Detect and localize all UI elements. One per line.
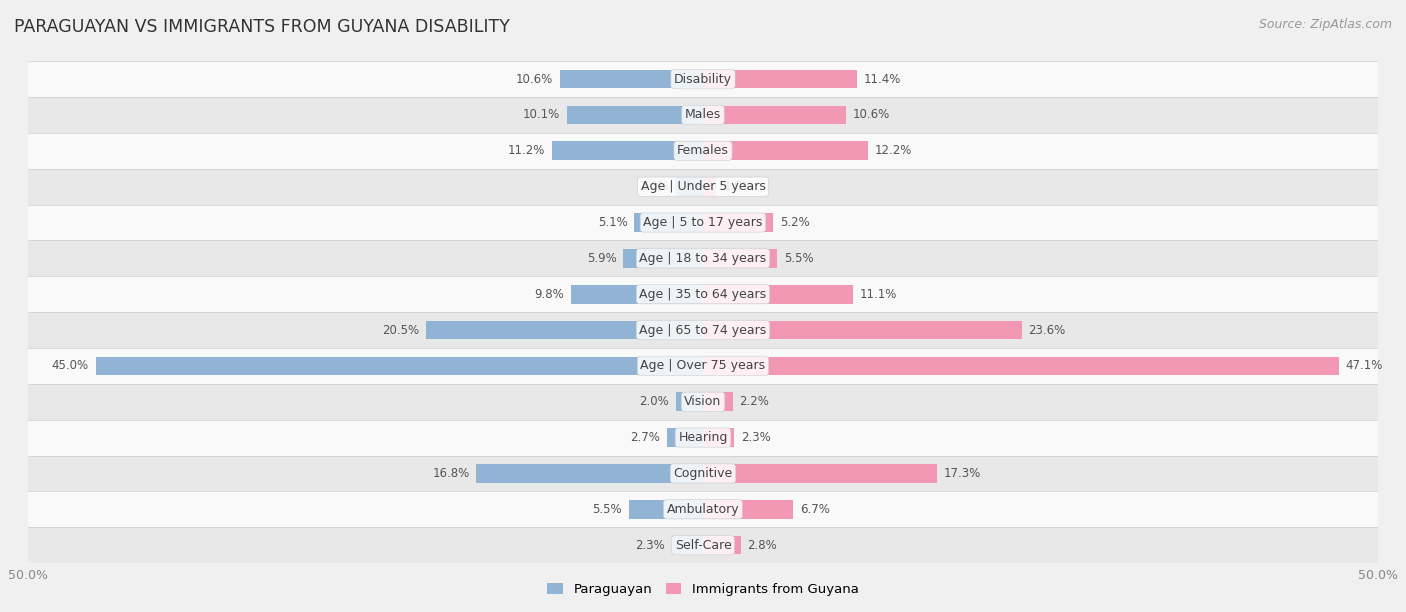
Bar [703, 321, 1022, 340]
Bar [560, 70, 703, 89]
Text: Age | 5 to 17 years: Age | 5 to 17 years [644, 216, 762, 229]
Text: 16.8%: 16.8% [432, 467, 470, 480]
Bar [703, 177, 717, 196]
Text: Disability: Disability [673, 73, 733, 86]
Bar [703, 285, 853, 304]
Bar [676, 392, 703, 411]
Bar [703, 70, 856, 89]
Bar [28, 61, 1378, 97]
Text: Hearing: Hearing [678, 431, 728, 444]
Text: 2.0%: 2.0% [640, 180, 669, 193]
Bar [634, 213, 703, 232]
Text: 45.0%: 45.0% [52, 359, 89, 372]
Bar [28, 97, 1378, 133]
Bar [28, 420, 1378, 455]
Bar [477, 464, 703, 483]
Text: 17.3%: 17.3% [943, 467, 980, 480]
Text: 11.2%: 11.2% [508, 144, 546, 157]
Text: 47.1%: 47.1% [1346, 359, 1384, 372]
Bar [28, 384, 1378, 420]
Text: Age | 65 to 74 years: Age | 65 to 74 years [640, 324, 766, 337]
Text: 1.0%: 1.0% [723, 180, 754, 193]
Text: Females: Females [678, 144, 728, 157]
Bar [28, 527, 1378, 563]
Text: Self-Care: Self-Care [675, 539, 731, 551]
Bar [676, 177, 703, 196]
Bar [426, 321, 703, 340]
Bar [28, 312, 1378, 348]
Bar [628, 500, 703, 518]
Bar [28, 241, 1378, 276]
Text: 2.8%: 2.8% [748, 539, 778, 551]
Bar [28, 169, 1378, 204]
Text: 2.2%: 2.2% [740, 395, 769, 408]
Bar [571, 285, 703, 304]
Bar [28, 133, 1378, 169]
Bar [28, 491, 1378, 527]
Bar [703, 500, 793, 518]
Bar [703, 357, 1339, 375]
Text: 2.3%: 2.3% [741, 431, 770, 444]
Bar [28, 204, 1378, 241]
Text: 12.2%: 12.2% [875, 144, 912, 157]
Bar [28, 348, 1378, 384]
Text: 10.6%: 10.6% [516, 73, 553, 86]
Text: Age | 18 to 34 years: Age | 18 to 34 years [640, 252, 766, 265]
Bar [666, 428, 703, 447]
Bar [672, 536, 703, 554]
Text: 20.5%: 20.5% [382, 324, 419, 337]
Bar [623, 249, 703, 267]
Text: 5.9%: 5.9% [586, 252, 617, 265]
Text: 2.7%: 2.7% [630, 431, 659, 444]
Text: Age | 35 to 64 years: Age | 35 to 64 years [640, 288, 766, 300]
Bar [703, 106, 846, 124]
Text: Age | Under 5 years: Age | Under 5 years [641, 180, 765, 193]
Bar [567, 106, 703, 124]
Text: 2.0%: 2.0% [640, 395, 669, 408]
Text: Source: ZipAtlas.com: Source: ZipAtlas.com [1258, 18, 1392, 31]
Text: Age | Over 75 years: Age | Over 75 years [641, 359, 765, 372]
Text: 11.4%: 11.4% [863, 73, 901, 86]
Text: 10.1%: 10.1% [523, 108, 560, 121]
Text: 5.2%: 5.2% [780, 216, 810, 229]
Text: 10.6%: 10.6% [853, 108, 890, 121]
Text: 9.8%: 9.8% [534, 288, 564, 300]
Bar [703, 392, 733, 411]
Bar [28, 455, 1378, 491]
Text: 5.5%: 5.5% [785, 252, 814, 265]
Text: PARAGUAYAN VS IMMIGRANTS FROM GUYANA DISABILITY: PARAGUAYAN VS IMMIGRANTS FROM GUYANA DIS… [14, 18, 510, 36]
Text: Vision: Vision [685, 395, 721, 408]
Bar [551, 141, 703, 160]
Bar [703, 464, 936, 483]
Bar [703, 536, 741, 554]
Text: 5.5%: 5.5% [592, 503, 621, 516]
Bar [96, 357, 703, 375]
Bar [703, 213, 773, 232]
Bar [703, 141, 868, 160]
Text: Males: Males [685, 108, 721, 121]
Legend: Paraguayan, Immigrants from Guyana: Paraguayan, Immigrants from Guyana [541, 578, 865, 602]
Bar [703, 428, 734, 447]
Text: Cognitive: Cognitive [673, 467, 733, 480]
Text: 2.3%: 2.3% [636, 539, 665, 551]
Bar [703, 249, 778, 267]
Text: 11.1%: 11.1% [859, 288, 897, 300]
Text: Ambulatory: Ambulatory [666, 503, 740, 516]
Text: 23.6%: 23.6% [1028, 324, 1066, 337]
Text: 5.1%: 5.1% [598, 216, 627, 229]
Text: 6.7%: 6.7% [800, 503, 830, 516]
Bar [28, 276, 1378, 312]
